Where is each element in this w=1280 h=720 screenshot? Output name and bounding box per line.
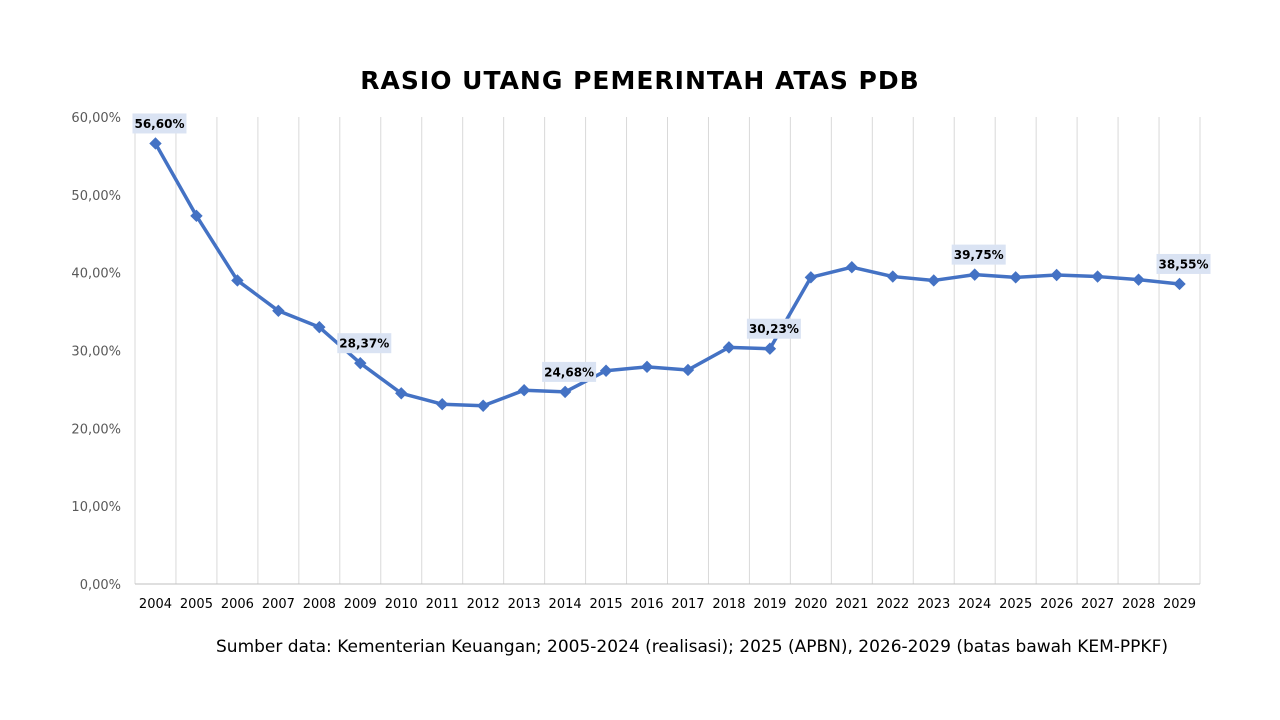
y-tick-label: 40,00% <box>71 267 121 282</box>
series-debt-ratio <box>149 137 1186 412</box>
y-tick-label: 20,00% <box>71 422 121 437</box>
data-label-background <box>951 244 1006 265</box>
x-tick-label: 2008 <box>303 597 336 612</box>
y-tick-label: 10,00% <box>71 500 121 515</box>
data-point-marker <box>722 341 736 354</box>
y-tick-label: 30,00% <box>71 345 121 360</box>
x-tick-label: 2013 <box>508 597 541 612</box>
x-tick-label: 2012 <box>467 597 500 612</box>
data-point-marker <box>886 270 899 283</box>
data-point-marker <box>313 320 326 334</box>
series-line <box>153 141 1182 408</box>
data-label-background <box>1156 253 1211 274</box>
x-tick-label: 2016 <box>630 597 663 612</box>
data-label-text: 56,60% <box>134 117 184 131</box>
y-tick-label: 50,00% <box>71 189 121 204</box>
x-tick-label: 2006 <box>221 597 254 612</box>
x-tick-label: 2021 <box>835 597 868 612</box>
data-point-marker <box>1050 268 1063 282</box>
data-label: 28,37% <box>337 333 392 354</box>
gridlines <box>134 117 1201 584</box>
data-point-marker <box>395 387 408 400</box>
chart-title: RASIO UTANG PEMERINTAH ATAS PDB <box>360 66 920 95</box>
axes: 0,00% 10,00% 20,00% 30,00% 40,00% 50,00% 60,00… <box>71 111 1200 612</box>
x-tick-label: 2027 <box>1081 597 1114 612</box>
data-label-background <box>337 333 392 354</box>
data-point-marker <box>1091 270 1104 283</box>
data-point-marker <box>272 304 285 318</box>
data-label: 56,60% <box>132 113 187 134</box>
x-tick-label: 2018 <box>712 597 745 612</box>
data-label: 38,55% <box>1156 253 1211 274</box>
x-tick-label: 2011 <box>426 597 459 612</box>
data-point-marker <box>354 356 367 370</box>
x-tick-label: 2026 <box>1040 597 1073 612</box>
data-point-marker <box>927 274 940 287</box>
y-tick-label: 60,00% <box>71 111 121 126</box>
data-labels: 56,60% 28,37% 24,68% 30,23% 39,75% 38,55% <box>132 113 1211 382</box>
x-tick-label: 2022 <box>876 597 909 612</box>
data-point-marker <box>763 342 777 355</box>
y-tick-label: 0,00% <box>80 578 121 593</box>
x-tick-label: 2024 <box>958 597 991 612</box>
data-label-text: 24,68% <box>544 365 594 379</box>
data-point-marker <box>436 397 449 411</box>
x-tick-label: 2014 <box>549 597 582 612</box>
data-label: 30,23% <box>746 318 801 339</box>
data-point-marker <box>681 363 695 377</box>
data-label-text: 30,23% <box>749 322 799 336</box>
data-point-marker <box>517 383 531 397</box>
data-label-background <box>746 318 801 339</box>
data-point-marker <box>190 209 203 223</box>
x-tick-label: 2029 <box>1163 597 1196 612</box>
source-note: Sumber data: Kementerian Keuangan; 2005-… <box>216 637 1168 657</box>
data-label-text: 38,55% <box>1159 257 1209 271</box>
data-point-marker <box>640 360 654 374</box>
x-tick-label: 2010 <box>385 597 418 612</box>
x-tick-label: 2017 <box>671 597 704 612</box>
data-label-text: 39,75% <box>954 248 1004 262</box>
data-point-marker <box>599 364 613 377</box>
data-point-marker <box>804 271 818 284</box>
data-point-marker <box>231 274 244 287</box>
data-point-marker <box>558 385 572 399</box>
data-label-background <box>132 113 187 134</box>
x-tick-label: 2009 <box>344 597 377 612</box>
x-tick-label: 2025 <box>999 597 1032 612</box>
x-tick-label: 2019 <box>753 597 786 612</box>
data-point-marker <box>1173 277 1186 291</box>
x-tick-label: 2028 <box>1122 597 1155 612</box>
data-point-marker <box>1009 271 1022 284</box>
data-label: 39,75% <box>951 244 1006 265</box>
x-tick-label: 2020 <box>794 597 827 612</box>
x-tick-label: 2005 <box>180 597 213 612</box>
data-point-marker <box>149 137 162 150</box>
x-tick-label: 2015 <box>590 597 623 612</box>
x-tick-label: 2004 <box>139 597 172 612</box>
data-point-marker <box>1132 273 1145 286</box>
x-tick-label: 2023 <box>917 597 950 612</box>
data-label-background <box>542 361 597 382</box>
data-point-marker <box>476 399 490 412</box>
data-point-marker <box>968 268 981 281</box>
data-point-marker <box>845 261 859 274</box>
data-label-text: 28,37% <box>339 337 389 351</box>
x-tick-label: 2007 <box>262 597 295 612</box>
data-label: 24,68% <box>542 361 597 382</box>
